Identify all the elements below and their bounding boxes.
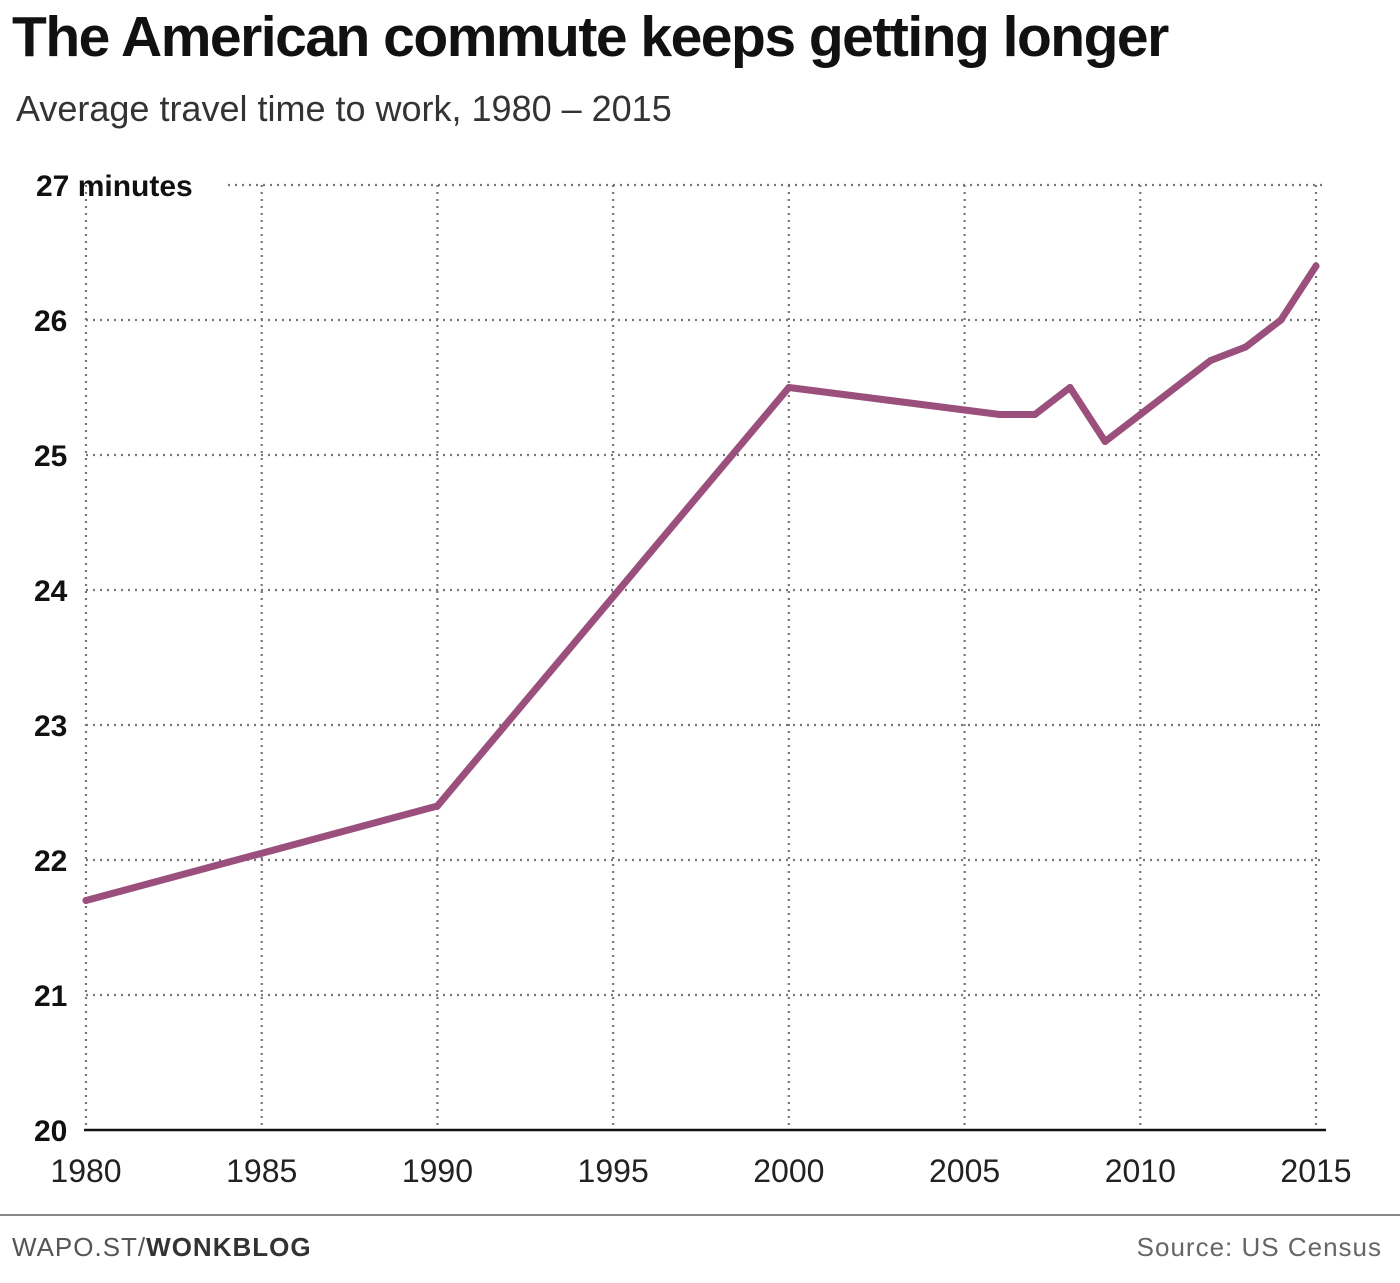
data-point bbox=[1277, 316, 1285, 324]
y-tick-label: 26 bbox=[34, 305, 67, 338]
data-point bbox=[1242, 343, 1250, 351]
data-point bbox=[1031, 411, 1039, 418]
data-point bbox=[1136, 411, 1144, 418]
series-line bbox=[82, 262, 1320, 904]
x-tick-label: 1985 bbox=[226, 1153, 297, 1189]
x-tick-label: 2010 bbox=[1105, 1153, 1176, 1189]
y-tick-label: 24 bbox=[34, 575, 68, 608]
chart-title: The American commute keeps getting longe… bbox=[12, 5, 1169, 69]
data-point bbox=[996, 411, 1004, 418]
x-tick-label: 1990 bbox=[402, 1153, 473, 1189]
footer-section: WONKBLOG bbox=[146, 1232, 312, 1262]
chart-subtitle: Average travel time to work, 1980 – 2015 bbox=[16, 88, 672, 129]
x-tick-label: 2000 bbox=[753, 1153, 824, 1189]
y-tick-label: 23 bbox=[34, 710, 67, 743]
data-point bbox=[82, 897, 90, 904]
y-tick-label: 20 bbox=[34, 1115, 67, 1148]
tick-labels: 20 21 22 23 24 25 26 27 minutes 1980 1985 1990 1995… bbox=[34, 170, 1352, 1189]
x-tick-label: 2005 bbox=[929, 1153, 1000, 1189]
y-tick-label: 25 bbox=[34, 440, 67, 473]
data-point bbox=[1207, 357, 1215, 364]
data-point bbox=[433, 802, 441, 810]
footer-credit[interactable]: WAPO.ST/WONKBLOG bbox=[12, 1232, 312, 1263]
data-point bbox=[1171, 384, 1179, 391]
x-tick-label: 1980 bbox=[50, 1153, 121, 1189]
footer-source: Source: US Census bbox=[1136, 1232, 1382, 1262]
data-point bbox=[1066, 384, 1074, 391]
x-tick-label: 2015 bbox=[1280, 1153, 1351, 1189]
y-tick-label: 27 minutes bbox=[36, 170, 193, 203]
y-tick-label: 22 bbox=[34, 845, 67, 878]
grid-lines bbox=[84, 183, 1324, 1130]
data-point bbox=[785, 384, 793, 391]
footer-divider bbox=[0, 1214, 1400, 1216]
y-tick-label: 21 bbox=[34, 980, 67, 1013]
x-tick-label: 1995 bbox=[578, 1153, 649, 1189]
data-point bbox=[1312, 262, 1320, 270]
footer-site: WAPO.ST/ bbox=[12, 1232, 147, 1262]
line-chart: 20 21 22 23 24 25 26 27 minutes 1980 1985 1990 1995… bbox=[34, 170, 1352, 1189]
data-point bbox=[1101, 438, 1109, 445]
data-series bbox=[82, 262, 1320, 904]
